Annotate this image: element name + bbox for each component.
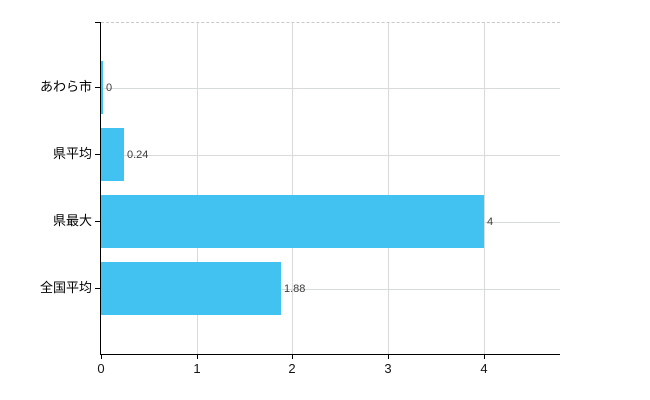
value-label: 1.88 <box>284 283 306 295</box>
plot-area: 0 0.24 4 1.88 <box>101 22 560 355</box>
y-gridline <box>101 155 560 156</box>
x-tick-label: 4 <box>480 361 488 376</box>
bar <box>101 262 281 315</box>
category-label: 県最大 <box>52 213 92 228</box>
value-label: 4 <box>487 216 494 228</box>
category-label: あわら市 <box>39 79 92 94</box>
x-axis-line <box>100 354 560 355</box>
y-axis-labels: あわら市県平均県最大全国平均 <box>0 0 92 400</box>
category-label: 全国平均 <box>39 280 92 295</box>
x-tick-label: 0 <box>97 361 105 376</box>
value-label: 0 <box>106 82 113 94</box>
x-tick-label: 2 <box>288 361 296 376</box>
y-axis-tick <box>95 221 101 222</box>
x-tick-label: 3 <box>384 361 392 376</box>
x-tick-label: 1 <box>193 361 201 376</box>
y-axis-top-tick <box>95 22 101 23</box>
x-axis-tick <box>101 354 102 359</box>
y-axis-tick <box>95 288 101 289</box>
bar <box>101 128 124 181</box>
x-gridline <box>197 23 198 355</box>
category-label: 県平均 <box>52 146 92 161</box>
bar <box>101 195 484 248</box>
y-axis-line <box>100 22 101 355</box>
value-label: 0.24 <box>127 149 149 161</box>
x-gridline <box>292 23 293 355</box>
x-axis-tick <box>388 354 389 359</box>
x-axis-tick <box>484 354 485 359</box>
y-axis-tick <box>95 87 101 88</box>
bar <box>101 61 103 114</box>
x-axis-tick <box>292 354 293 359</box>
x-gridline <box>484 23 485 355</box>
y-axis-tick <box>95 154 101 155</box>
x-axis-tick <box>197 354 198 359</box>
y-gridline <box>101 289 560 290</box>
y-gridline <box>101 88 560 89</box>
x-gridline <box>388 23 389 355</box>
